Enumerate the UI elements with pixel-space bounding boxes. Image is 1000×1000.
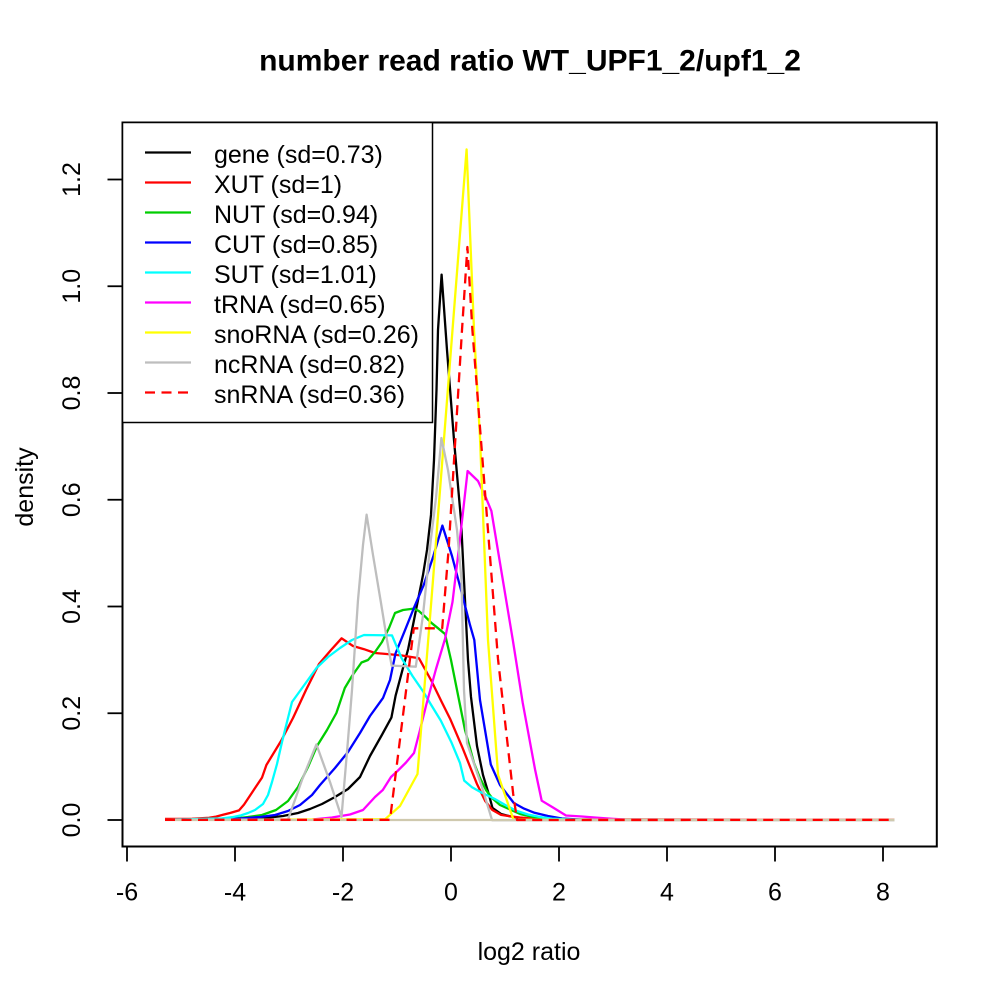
svg-text:snoRNA (sd=0.26): snoRNA (sd=0.26) [214, 321, 419, 349]
svg-text:NUT (sd=0.94): NUT (sd=0.94) [214, 201, 378, 229]
svg-text:tRNA (sd=0.65): tRNA (sd=0.65) [214, 291, 386, 319]
svg-text:1.0: 1.0 [58, 269, 86, 304]
svg-text:-6: -6 [116, 879, 138, 907]
svg-text:2: 2 [552, 879, 566, 907]
svg-text:8: 8 [876, 879, 890, 907]
svg-text:ncRNA (sd=0.82): ncRNA (sd=0.82) [214, 351, 405, 379]
svg-text:0: 0 [444, 879, 458, 907]
svg-text:-2: -2 [332, 879, 354, 907]
svg-text:CUT (sd=0.85): CUT (sd=0.85) [214, 231, 378, 259]
svg-text:1.2: 1.2 [58, 162, 86, 197]
svg-text:0.2: 0.2 [58, 696, 86, 731]
svg-text:log2 ratio: log2 ratio [478, 938, 581, 966]
svg-text:0.8: 0.8 [58, 376, 86, 411]
svg-text:snRNA (sd=0.36): snRNA (sd=0.36) [214, 381, 405, 409]
svg-text:4: 4 [660, 879, 674, 907]
svg-text:0.4: 0.4 [58, 589, 86, 624]
svg-text:0.0: 0.0 [58, 803, 86, 838]
svg-text:6: 6 [768, 879, 782, 907]
svg-text:number read ratio WT_UPF1_2/up: number read ratio WT_UPF1_2/upf1_2 [259, 45, 801, 78]
svg-text:XUT (sd=1): XUT (sd=1) [214, 171, 342, 199]
svg-text:density: density [11, 447, 39, 527]
svg-text:0.6: 0.6 [58, 482, 86, 517]
svg-text:SUT (sd=1.01): SUT (sd=1.01) [214, 261, 377, 289]
svg-text:-4: -4 [224, 879, 246, 907]
svg-text:gene (sd=0.73): gene (sd=0.73) [214, 141, 383, 169]
